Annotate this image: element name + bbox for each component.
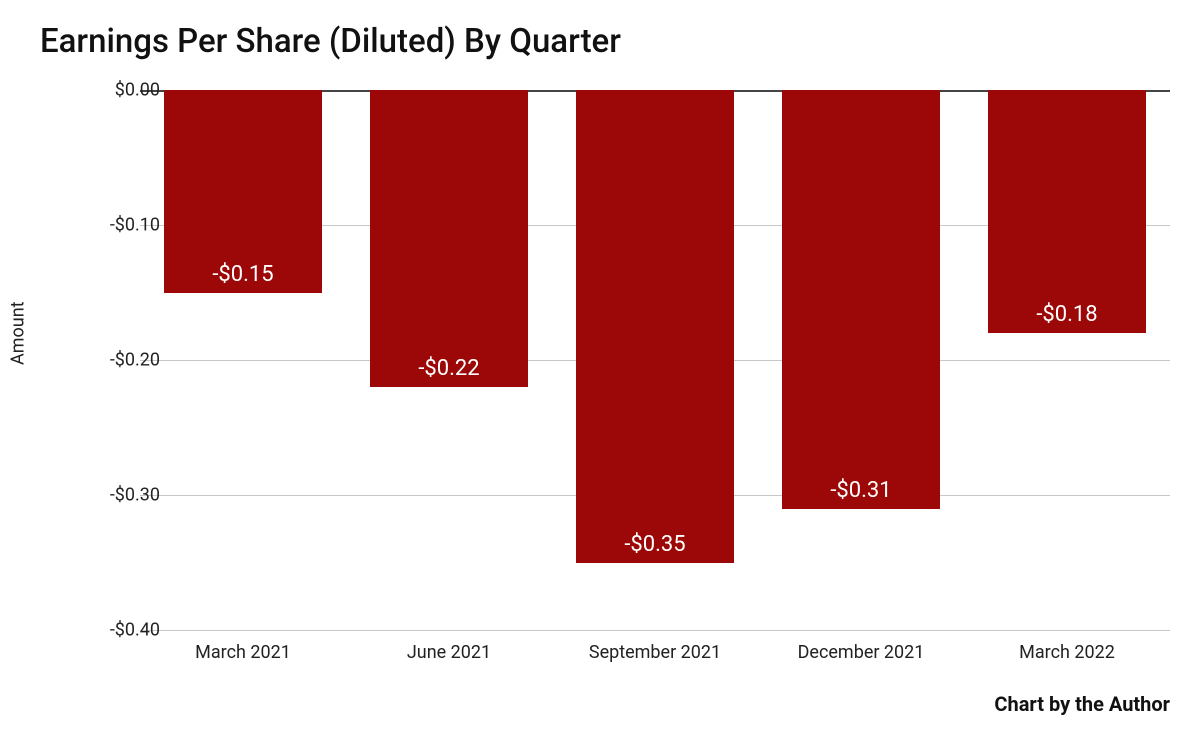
- x-tick-label: September 2021: [589, 642, 721, 663]
- bar: -$0.31: [782, 90, 941, 509]
- y-tick-label: -$0.30: [110, 485, 160, 506]
- bar-value-label: -$0.22: [370, 356, 529, 381]
- x-tick-label: March 2022: [1019, 642, 1115, 663]
- x-tick-label: June 2021: [407, 642, 491, 663]
- gridline: [140, 630, 1170, 631]
- bar: -$0.22: [370, 90, 529, 387]
- chart-title: Earnings Per Share (Diluted) By Quarter: [40, 22, 621, 61]
- bar: -$0.18: [988, 90, 1147, 333]
- bar: -$0.15: [164, 90, 323, 293]
- x-tick-label: March 2021: [195, 642, 291, 663]
- bar-value-label: -$0.15: [164, 262, 323, 287]
- chart-credit: Chart by the Author: [994, 692, 1170, 716]
- bar-value-label: -$0.18: [988, 302, 1147, 327]
- y-tick-label: -$0.20: [110, 350, 160, 371]
- y-tick-label: -$0.40: [110, 620, 160, 641]
- chart-container: Earnings Per Share (Diluted) By Quarter …: [0, 0, 1200, 742]
- y-tick-label: -$0.10: [110, 215, 160, 236]
- y-tick-label: $0.00: [115, 80, 160, 101]
- y-axis-label: Amount: [8, 301, 29, 365]
- x-tick-label: December 2021: [798, 642, 925, 663]
- bar: -$0.35: [576, 90, 735, 563]
- bar-value-label: -$0.35: [576, 532, 735, 557]
- plot-area: -$0.15 -$0.22 -$0.35 -$0.31 -$0.18: [140, 90, 1170, 630]
- bar-value-label: -$0.31: [782, 478, 941, 503]
